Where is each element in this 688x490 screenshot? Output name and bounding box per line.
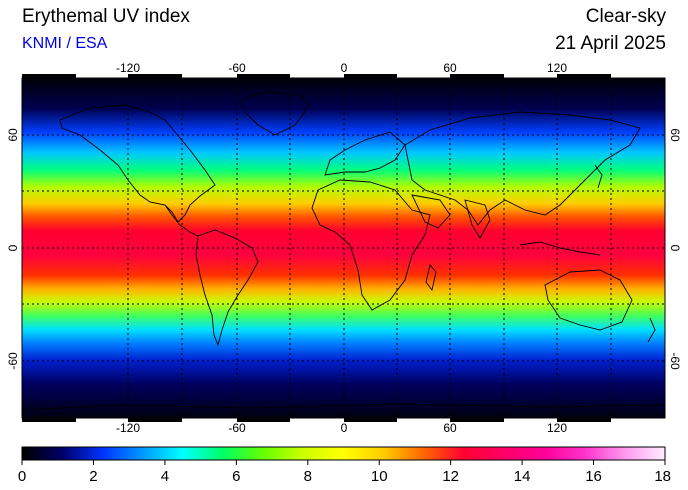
lon-label-top-60w: -60: [228, 61, 246, 75]
credit-label: KNMI / ESA: [22, 35, 108, 52]
lon-label-top-60e: 60: [443, 61, 457, 75]
lon-label-top-0: 0: [341, 61, 348, 75]
lon-label-top-120w: -120: [116, 61, 140, 75]
lat-label-left-60n: 60: [6, 128, 20, 142]
lat-label-right-60n: 60: [668, 128, 682, 142]
lon-label-top-120e: 120: [547, 61, 567, 75]
lat-label-right-0: 0: [668, 245, 682, 252]
coast-north-america: [59, 104, 216, 223]
colorbar-tick-label: 12: [442, 468, 459, 485]
colorbar-tick-label: 2: [89, 468, 97, 485]
colorbar-tick-label: 18: [654, 468, 671, 485]
coast-south-america: [195, 229, 259, 347]
colorbar-tick-label: 16: [585, 468, 602, 485]
lon-label-bottom-60e: 60: [443, 421, 457, 435]
lat-label-left-0: 0: [6, 244, 20, 251]
map-title: Erythemal UV index: [22, 6, 190, 27]
coast-madagascar: [425, 264, 437, 292]
coast-new-zealand: [647, 317, 656, 343]
graticule: [22, 78, 665, 418]
product-label: Clear-sky: [585, 6, 666, 27]
colorbar-tick-label: 6: [232, 468, 240, 485]
map-frame: [21, 77, 666, 419]
lon-label-bottom-120w: -120: [116, 421, 140, 435]
colorbar-tick-labels: 0 2 4 6 8 10 12 14 16 18: [18, 460, 671, 485]
colorbar-tick-label: 4: [161, 468, 169, 485]
coast-indonesia: [519, 241, 601, 256]
lat-label-left-60s: -60: [6, 352, 20, 370]
lat-labels: 60 0 -60 60 0 -60: [6, 128, 682, 370]
coast-greenland: [239, 91, 311, 136]
colorbar: [21, 446, 666, 461]
coast-india: [464, 199, 491, 239]
lon-label-bottom-0: 0: [341, 421, 348, 435]
date-label: 21 April 2025: [555, 33, 666, 54]
coast-australia: [544, 269, 633, 331]
colorbar-tick-label: 14: [514, 468, 531, 485]
lon-labels: -120 -60 0 60 120 -120 -60 0 60 120: [116, 61, 567, 435]
colorbar-tick-label: 8: [304, 468, 312, 485]
coast-arabia: [411, 194, 451, 229]
coast-antarctica: [22, 403, 665, 411]
lon-label-bottom-60w: -60: [228, 421, 246, 435]
frame-scale-bars: [22, 74, 611, 422]
lon-label-bottom-120e: 120: [547, 421, 567, 435]
lat-label-right-60s: -60: [668, 352, 682, 370]
coast-central-america: [164, 204, 199, 237]
colorbar-tick-label: 10: [371, 468, 388, 485]
coast-japan: [594, 164, 603, 189]
colorbar-tick-label: 0: [18, 468, 26, 485]
